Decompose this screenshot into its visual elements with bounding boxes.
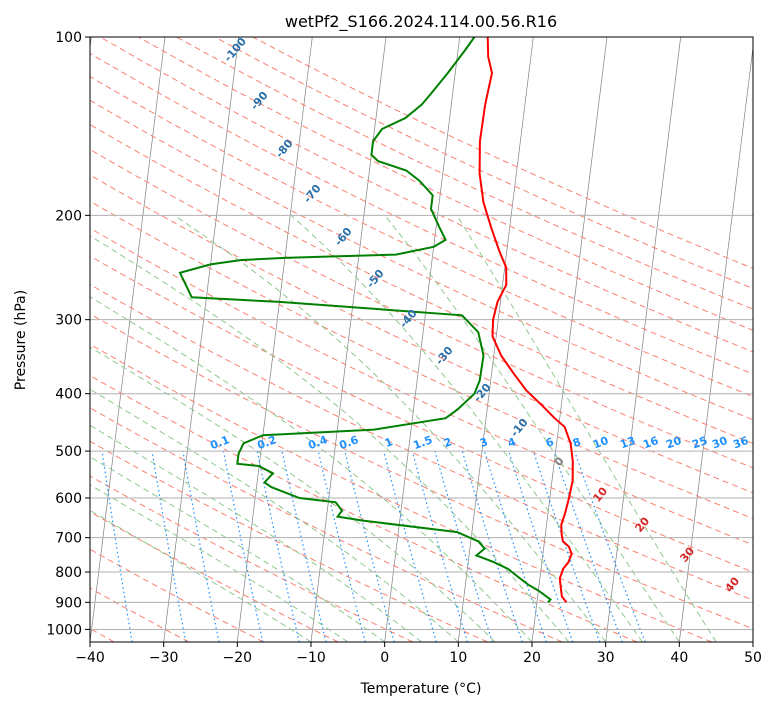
mixing-ratio-line	[483, 450, 547, 642]
dry-adiabat	[90, 511, 339, 642]
mixing-ratio-label: 25	[690, 434, 709, 451]
x-tick-label: −40	[75, 650, 105, 666]
x-tick-label: −30	[149, 650, 179, 666]
y-tick-label: 700	[55, 531, 82, 547]
mixing-ratio-label: 0.6	[337, 433, 360, 452]
dry-adiabat	[214, 37, 753, 290]
dry-adiabat	[90, 374, 638, 642]
dry-adiabat	[90, 283, 753, 601]
isotherm-line	[384, 37, 461, 642]
isotherm-line	[90, 37, 166, 642]
mixing-ratio-line	[383, 450, 437, 642]
x-tick-label: 40	[670, 650, 688, 666]
y-tick-label: 500	[55, 444, 82, 460]
temperature-profile	[478, 37, 574, 603]
y-tick-label: 300	[55, 313, 82, 329]
isotherm-line	[163, 37, 240, 642]
dry-adiabat	[90, 148, 753, 469]
isotherm-line	[310, 37, 387, 642]
dry-adiabat	[90, 475, 414, 642]
isotherm-line	[236, 37, 313, 642]
x-tick-label: 0	[380, 650, 389, 666]
mixing-ratio-label: 1.5	[411, 433, 434, 452]
isotherm-line	[605, 37, 682, 642]
y-tick-label: 900	[55, 595, 82, 611]
x-tick-label: −20	[223, 650, 253, 666]
y-tick-label: 100	[55, 30, 82, 46]
isotherm-line	[678, 44, 753, 642]
x-tick-label: 20	[523, 650, 541, 666]
chart-title: wetPf2_S166.2024.114.00.56.R16	[285, 12, 557, 32]
x-tick-label: 30	[597, 650, 615, 666]
y-tick-label: 800	[55, 565, 82, 581]
mixing-ratio-line	[151, 450, 187, 642]
dry-adiabat	[90, 124, 753, 445]
dry-adiabat	[90, 313, 753, 630]
y-tick-label: 600	[55, 491, 82, 507]
mixing-ratio-label: 0.4	[306, 433, 329, 452]
isotherm-line	[457, 37, 534, 642]
moist-adiabat	[456, 215, 717, 642]
mixing-ratio-label: 2	[442, 435, 454, 450]
x-axis: −40 −30 −20 −10 0 10 20 30 40 50	[75, 642, 762, 666]
mixing-ratio-label: 13	[618, 434, 637, 451]
y-tick-label: 400	[55, 387, 82, 403]
dewpoint-profile	[178, 37, 552, 603]
x-tick-label: 10	[449, 650, 467, 666]
mixing-ratio-label: 36	[731, 434, 750, 452]
mixing-ratio-label: 30	[710, 434, 729, 452]
y-tick-label: 1000	[46, 622, 82, 638]
mixing-ratio-label: 8	[571, 435, 583, 450]
dry-adiabat	[90, 200, 753, 520]
x-axis-title: Temperature (°C)	[360, 681, 482, 697]
mixing-ratio-label: 10	[591, 434, 610, 452]
moist-adiabat	[90, 509, 312, 642]
moist-adiabat	[173, 214, 607, 642]
moist-adiabat	[90, 296, 533, 642]
moist-adiabat	[290, 214, 643, 642]
mixing-ratio-label: 3	[478, 435, 490, 450]
dry-adiabat	[90, 407, 563, 642]
profiles	[178, 37, 574, 603]
dry-adiabat	[90, 255, 753, 573]
y-axis: 100 200 300 400 500 600 700 800 900 1000	[46, 30, 90, 638]
mixing-ratio-label: 0.2	[255, 433, 278, 452]
y-axis-title: Pressure (hPa)	[13, 290, 29, 390]
mixing-ratio-label: 16	[641, 434, 660, 452]
mixing-ratio-label: 6	[544, 435, 556, 450]
x-tick-label: −10	[296, 650, 326, 666]
mixing-ratio-label: 0.1	[208, 433, 231, 452]
y-tick-label: 200	[55, 208, 82, 224]
mixing-ratio-line	[411, 450, 469, 642]
mixing-ratio-label: 1	[383, 435, 395, 450]
dry-adiabat	[99, 37, 753, 353]
mixing-ratio-line	[101, 451, 133, 642]
mixing-ratio-line	[434, 450, 493, 642]
mixing-ratio-line	[574, 450, 646, 642]
mixing-ratio-label: 4	[506, 435, 518, 450]
moist-adiabat	[384, 214, 680, 642]
dry-adiabat	[90, 548, 264, 642]
x-tick-label: 50	[744, 650, 762, 666]
pressure-grid	[90, 37, 753, 630]
dry-adiabat	[90, 343, 712, 642]
dry-adiabat	[90, 52, 753, 375]
dry-adiabat	[90, 440, 488, 642]
plot-frame	[89, 36, 754, 643]
mixing-ratio-label: 20	[664, 434, 683, 452]
dry-adiabat	[176, 37, 753, 310]
